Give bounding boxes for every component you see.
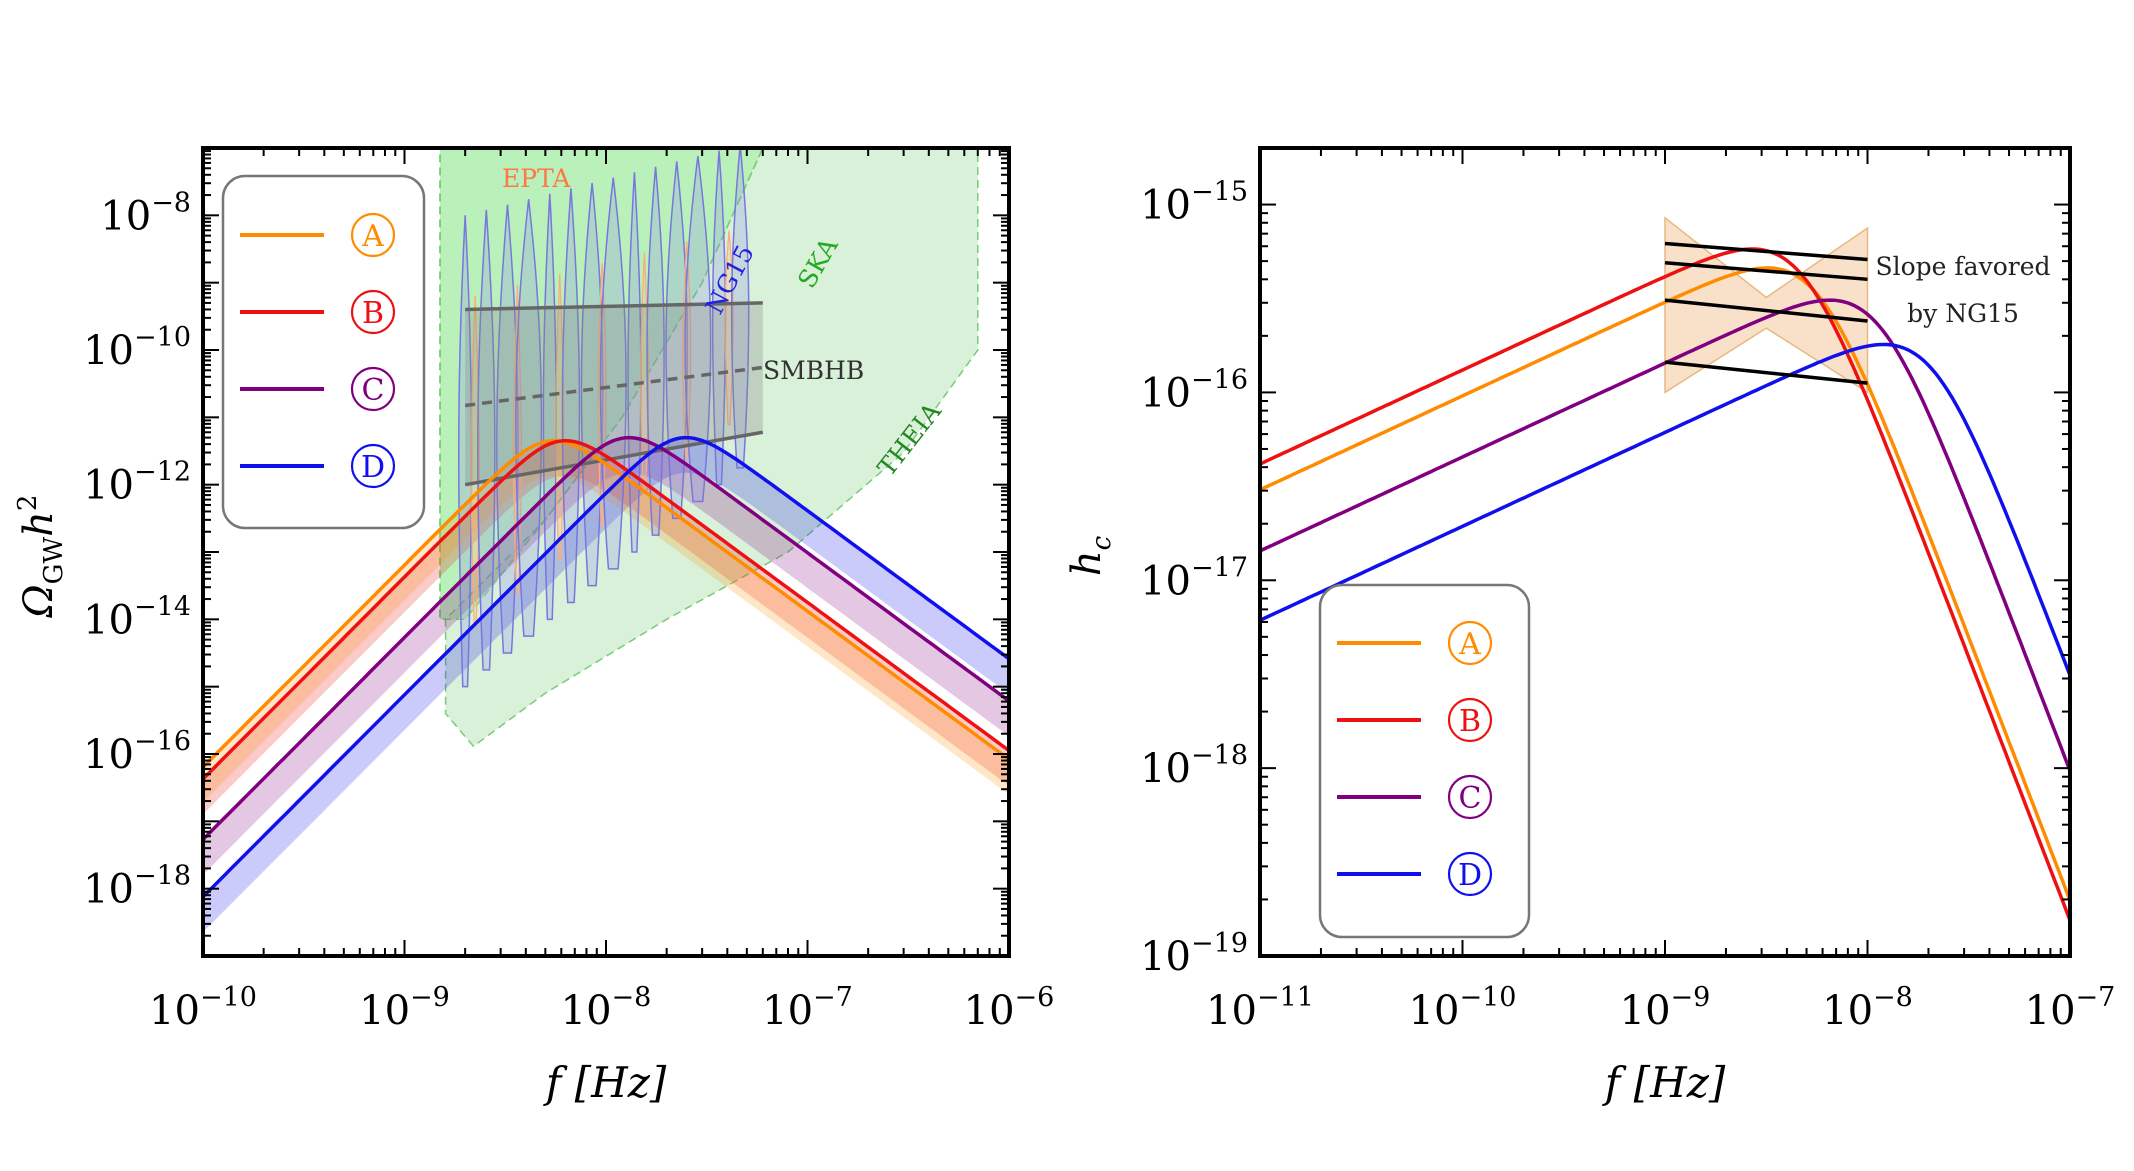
left-plot-area [203,148,1009,932]
ng15-violin [730,148,750,469]
band-B [203,440,1009,815]
legend-label: C [1459,781,1482,816]
legend-label: D [1458,858,1482,893]
smbhb-lower [464,430,764,487]
legend-marker-circle [350,289,396,335]
slope-line [1664,261,1868,282]
x-tick-label: 10−10 [1409,982,1517,1034]
ng15-violin [477,209,496,671]
legend-marker-circle [1447,697,1493,743]
ng15-violin [665,161,689,520]
slope-line [1664,360,1868,385]
y-tick-label: 10−18 [83,861,191,913]
right-legend-box [1318,583,1531,939]
legend-marker-circle [1447,774,1493,820]
left-axes-frame [201,146,1011,958]
smbhb-upper [465,301,763,312]
legend-label: A [1458,627,1481,662]
slope-band [1664,216,1869,394]
ng15-violin [561,188,581,604]
slope-line [1664,298,1868,323]
y-tick-label: 10−15 [1140,177,1248,229]
legend-label: C [362,373,385,408]
right-legend: A B C D [1318,583,1531,939]
y-tick-label: 10−16 [83,726,191,778]
y-tick-label: 10−17 [1140,552,1248,604]
right-panel: 10−11 10−10 10−9 10−8 10−7 10−19 10−18 10−17 10−… [1064,146,2116,1107]
ng15-violin [458,215,473,688]
left-y-label: ΩGWh2 [13,495,69,619]
right-y-label: hc [1064,535,1117,576]
legend-marker-circle [1447,620,1493,666]
x-tick-label: 10−6 [964,982,1055,1034]
legend-label: B [1459,704,1481,739]
legend-marker-circle [350,443,396,489]
ng15-violin [599,177,627,570]
band-A [203,440,1009,803]
legend-marker-circle [350,366,396,412]
slope-lines [1664,241,1868,385]
y-tick-label: 10−16 [1140,364,1248,416]
y-tick-label: 10−19 [1140,928,1248,980]
series-line-A [203,438,1009,769]
series-line-B [1260,247,2070,921]
x-tick-label: 10−11 [1206,982,1314,1034]
series-line-D [1260,342,2070,676]
left-panel: 10−10 10−9 10−8 10−7 10−6 10−18 10−16 10−14 10−1… [13,146,1055,1107]
y-tick-label: 10−12 [83,457,191,509]
right-plot-area [1260,216,2070,921]
annotation-line2: by NG15 [1907,299,2019,328]
right-axes-frame [1258,146,2072,958]
x-tick-label: 10−9 [1620,982,1711,1034]
theia-region [444,148,979,748]
ng15-violin [684,155,712,503]
series-lines [203,435,1009,899]
label-epta: EPTA [502,164,571,193]
x-tick-label: 10−10 [149,982,257,1034]
x-tick-label: 10−7 [2025,982,2116,1034]
y-tick-label: 10−8 [100,187,191,239]
epta-violin [682,241,692,459]
left-legend-box [221,174,426,530]
series-line-A [1260,266,2070,901]
pta-violins [458,148,750,688]
legend-label: B [362,296,384,331]
slope-line [1664,241,1868,262]
x-tick-label: 10−9 [359,982,450,1034]
series-line-B [203,438,1009,781]
annotation-line1: Slope favored [1876,252,2051,281]
legend-marker-circle [1447,851,1493,897]
x-tick-label: 10−8 [1822,982,1913,1034]
legend-label: A [361,219,384,254]
x-tick-label: 10−8 [561,982,652,1034]
legend-label: D [361,450,385,485]
slope-uncertainty-band [1664,216,1869,394]
legend-marker-circle [350,212,396,258]
ng15-violin [580,182,604,587]
y-tick-label: 10−14 [83,591,191,643]
ng15-violin [542,193,557,621]
x-tick-label: 10−7 [762,982,853,1034]
series-line-C [203,435,1009,841]
series-line-D [203,435,1009,899]
y-tick-label: 10−10 [83,322,191,374]
y-tick-label: 10−18 [1140,740,1248,792]
ng15-violin [711,150,727,486]
uncertainty-bands [203,437,1009,932]
label-smbhb: SMBHB [763,356,864,385]
left-legend: A B C D [221,174,426,530]
right-x-label: f [Hz] [1602,1058,1726,1107]
left-x-label: f [Hz] [543,1058,667,1107]
right-ticks: 10−11 10−10 10−9 10−8 10−7 10−19 10−18 10−17 10−… [1140,147,2116,1034]
epta-violin [512,284,523,594]
